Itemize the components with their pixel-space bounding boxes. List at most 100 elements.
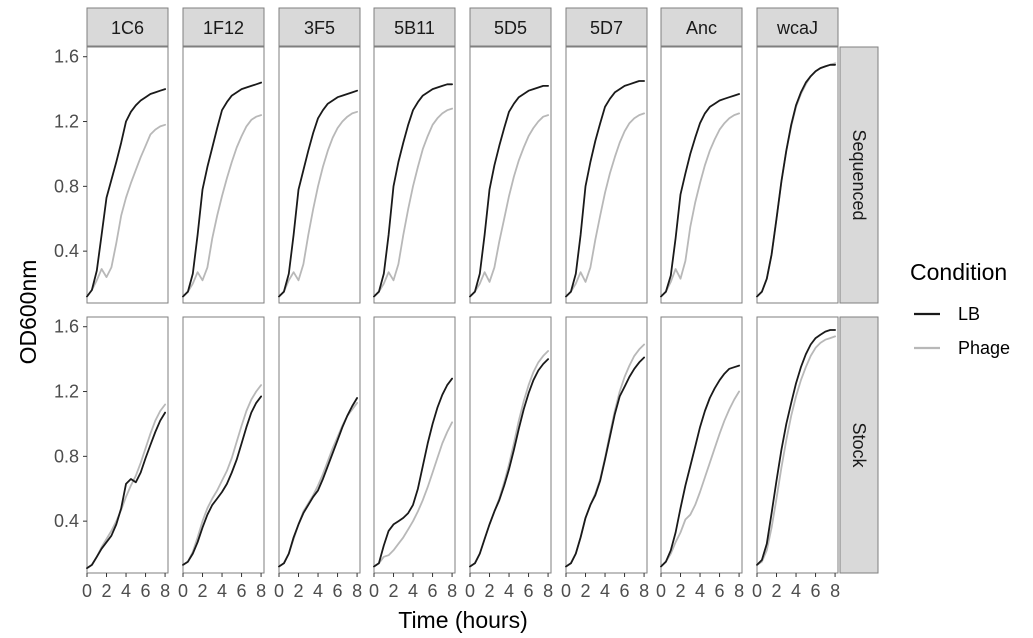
y-tick-label: 1.2 [54, 112, 79, 132]
row-strip-label-sequenced: Sequenced [849, 129, 869, 220]
panel-sequenced-3f5 [278, 46, 361, 304]
x-tick-label: 0 [369, 581, 379, 601]
strip-wcaj [756, 7, 839, 47]
panel-stock-anc [660, 316, 743, 574]
x-tick-label: 0 [561, 581, 571, 601]
x-tick-label: 4 [695, 581, 705, 601]
panel-sequenced-1c6 [86, 46, 169, 304]
y-tick-label: 0.8 [54, 446, 79, 466]
series-line-phage-sequenced-anc [660, 112, 740, 298]
series-line-phage-stock-anc [660, 390, 740, 568]
x-tick-label: 2 [581, 581, 591, 601]
panel-stock-5d7 [565, 316, 648, 574]
strip-5d5 [469, 7, 552, 47]
panel-sequenced-wcaj [756, 46, 839, 304]
series-line-phage-sequenced-5d5 [469, 114, 549, 298]
x-tick-label: 4 [217, 581, 227, 601]
x-tick-label: 6 [811, 581, 821, 601]
series-line-lb-stock-1c6 [86, 411, 167, 569]
x-tick-label: 4 [600, 581, 610, 601]
x-tick-label: 0 [465, 581, 475, 601]
x-tick-label: 8 [543, 581, 553, 601]
panel-frame [278, 316, 361, 574]
panel-sequenced-5b11 [373, 46, 456, 304]
strip-anc [660, 7, 743, 47]
panels-layer: 1C6 1F12 3F5 5B11 5D5 5D7 Anc wcaJ Sequenced Stoc… [86, 7, 879, 574]
x-tick-label: 8 [734, 581, 744, 601]
panel-frame [86, 46, 169, 304]
y-tick-label: 0.4 [54, 511, 79, 531]
series-line-lb-stock-3f5 [278, 397, 359, 568]
panel-frame [86, 316, 169, 574]
x-tick-label: 4 [504, 581, 514, 601]
panel-frame [182, 46, 265, 304]
strip-1f12 [182, 7, 265, 47]
panel-frame [278, 46, 361, 304]
series-line-lb-stock-anc [660, 364, 740, 568]
series-line-lb-stock-5d5 [469, 358, 549, 568]
series-line-phage-stock-1f12 [182, 384, 263, 566]
x-axis-title: Time (hours) [398, 607, 528, 633]
x-tick-label: 0 [274, 581, 284, 601]
x-tick-label: 8 [830, 581, 840, 601]
row-strip-label-stock: Stock [849, 422, 869, 468]
panel-sequenced-1f12 [182, 46, 265, 304]
series-line-phage-sequenced-3f5 [278, 110, 359, 298]
strip-1c6 [86, 7, 169, 47]
panel-stock-1f12 [182, 316, 265, 574]
panel-frame [660, 316, 743, 574]
panel-stock-5b11 [373, 316, 456, 574]
x-tick-label: 2 [294, 581, 304, 601]
panel-frame [373, 46, 456, 304]
y-tick-label: 1.2 [54, 382, 79, 402]
panel-sequenced-5d5 [469, 46, 552, 304]
series-line-lb-sequenced-3f5 [278, 89, 359, 298]
legend-label-lb: LB [958, 304, 980, 324]
series-line-phage-sequenced-5d7 [565, 112, 645, 298]
panel-frame [182, 316, 265, 574]
series-line-lb-sequenced-5b11 [373, 83, 454, 298]
series-line-lb-sequenced-1f12 [182, 81, 263, 298]
strip-3f5 [278, 7, 361, 47]
series-line-lb-sequenced-anc [660, 93, 740, 298]
y-tick-label: 0.4 [54, 241, 79, 261]
x-tick-label: 6 [620, 581, 630, 601]
x-tick-label: 2 [102, 581, 112, 601]
x-tick-label: 4 [791, 581, 801, 601]
series-line-lb-sequenced-5d5 [469, 85, 549, 298]
panel-frame [756, 316, 839, 574]
x-tick-label: 2 [485, 581, 495, 601]
series-line-lb-sequenced-1c6 [86, 88, 167, 298]
x-tick-label: 6 [141, 581, 151, 601]
panel-frame [373, 316, 456, 574]
series-line-lb-stock-5b11 [373, 377, 454, 568]
x-tick-label: 0 [752, 581, 762, 601]
series-line-lb-stock-1f12 [182, 395, 263, 566]
x-tick-label: 8 [447, 581, 457, 601]
x-tick-label: 6 [524, 581, 534, 601]
series-line-phage-sequenced-1c6 [86, 123, 167, 298]
panel-stock-wcaj [756, 316, 839, 574]
x-tick-label: 4 [121, 581, 131, 601]
y-tick-label: 0.8 [54, 176, 79, 196]
series-line-lb-sequenced-wcaj [756, 63, 836, 298]
strip-label-1c6: 1C6 [111, 18, 144, 38]
strip-label-5d7: 5D7 [590, 18, 623, 38]
x-tick-label: 8 [639, 581, 649, 601]
x-tick-label: 0 [178, 581, 188, 601]
legend: Condition LB Phage [910, 259, 1010, 358]
row-strip-sequenced [839, 46, 879, 304]
y-tick-label: 1.6 [54, 47, 79, 67]
x-tick-label: 6 [333, 581, 343, 601]
legend-title: Condition [910, 259, 1007, 285]
strip-label-5d5: 5D5 [494, 18, 527, 38]
x-tick-label: 2 [676, 581, 686, 601]
x-tick-label: 6 [428, 581, 438, 601]
panel-frame [469, 46, 552, 304]
strip-5d7 [565, 7, 648, 47]
x-tick-label: 6 [715, 581, 725, 601]
y-tick-label: 1.6 [54, 317, 79, 337]
x-tick-label: 4 [408, 581, 418, 601]
series-line-lb-stock-wcaj [756, 329, 836, 566]
